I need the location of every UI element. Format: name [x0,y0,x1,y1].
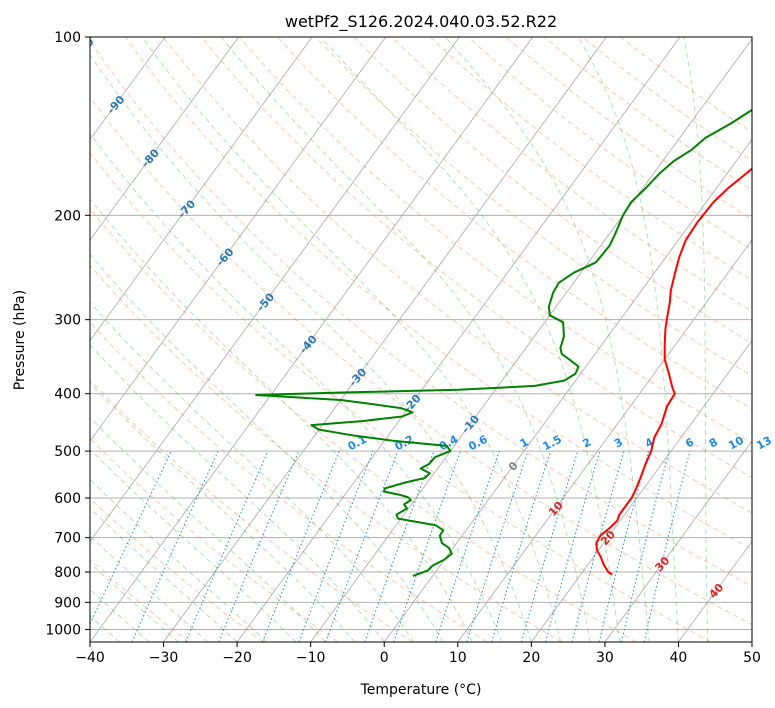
x-tick-label: −10 [296,650,326,666]
isotherm-line [90,37,387,442]
y-tick-label: 200 [54,208,81,224]
y-tick-label: 500 [54,444,81,460]
isotherm-line [236,37,681,642]
dry-adiabat-line [277,37,752,410]
mixing-ratio-line [435,450,500,642]
isotherm-line [310,38,752,642]
x-tick-label: −40 [75,650,105,666]
dry-adiabat-line [391,37,752,313]
dry-adiabat-line [90,321,488,642]
y-tick-label: 100 [54,30,81,46]
dry-adiabat-line [353,37,752,344]
mixing-ratio-line [521,450,579,642]
mixing-ratio-line [466,450,529,642]
mixing-ratio-line [545,450,601,642]
mixing-ratio-line [262,450,340,642]
moist-adiabat-line [90,478,267,642]
y-tick-label: 600 [54,491,81,507]
isotherm-line [90,37,239,241]
moist-adiabat-line [577,37,679,642]
mixing-ratio-line [393,450,461,642]
moist-adiabat-line [90,382,356,642]
moist-adiabat-line [90,53,532,642]
plot-frame [89,36,753,643]
x-tick-label: 50 [743,650,761,666]
x-tick-label: −20 [222,650,252,666]
isotherm-line [90,37,166,141]
mixing-ratio-line [491,450,551,642]
mixing-ratio-line [325,450,399,642]
mixing-ratio-line [185,450,269,642]
dry-adiabat-line [90,379,413,642]
moist-adiabat-line [320,37,621,642]
background-lines [90,37,752,642]
x-tick-label: 20 [522,650,540,666]
x-axis-label: Temperature (°C) [360,682,482,698]
dry-adiabat-line [239,37,752,444]
dry-adiabat-line [582,37,752,162]
isotherm-line [90,37,534,642]
y-tick-label: 700 [54,531,81,547]
mixing-ratio-line [643,450,691,642]
isotherm-line [383,138,752,642]
moist-adiabat-line [90,132,503,642]
x-tick-label: 40 [670,650,688,666]
mixing-ratio-line [598,450,650,642]
isotherm-line [90,37,313,342]
moist-adiabat-line [683,37,709,642]
x-tick-label: 30 [596,650,614,666]
moist-adiabat-line [90,301,415,642]
dry-adiabat-line [315,37,752,377]
chart-title: wetPf2_S126.2024.040.03.52.R22 [285,12,557,32]
moist-adiabat-line [90,344,385,642]
y-tick-label: 900 [54,595,81,611]
moist-adiabat-line [90,416,326,642]
y-tick-label: 300 [54,313,81,329]
dewpoint-profile-line [255,108,752,577]
moist-adiabat-line [90,253,444,642]
x-tick-label: 0 [380,650,389,666]
mixing-ratio-label: 10 [726,434,746,453]
mixing-ratio-label: 13 [754,434,774,453]
x-axis: −40 −30 −20 −10 0 10 20 30 40 50 [75,642,761,666]
dry-adiabat-line [124,37,752,550]
isotherm-line [531,339,752,642]
dry-adiabat-line [90,208,637,642]
dry-adiabat-line [90,264,562,642]
isotherm-line [604,440,752,642]
mixing-ratio-line [364,450,435,642]
mixing-ratio-line [621,450,670,642]
dry-adiabat-line [90,152,712,642]
y-axis-label: Pressure (hPa) [12,290,28,390]
moist-adiabat-line [90,588,150,642]
y-tick-label: 800 [54,565,81,581]
dry-adiabat-line [467,37,752,251]
isotherm-line [163,37,607,642]
y-tick-label: 400 [54,387,81,403]
moist-adiabat-line [90,535,209,642]
moist-adiabat-line [90,562,179,642]
y-tick-label: 1000 [45,622,81,638]
mixing-ratio-line [298,450,374,642]
profile-lines [255,108,752,577]
mixing-ratio-line [571,450,625,642]
dry-adiabat-line [90,96,752,626]
dry-adiabat-line [90,40,752,588]
x-tick-label: 10 [449,650,467,666]
y-axis: 100 200 300 400 500 600 700 800 900 1000 [45,30,90,638]
dry-adiabat-line [429,37,752,281]
moist-adiabat-line [141,37,562,642]
moist-adiabat-line [444,37,650,642]
mixing-ratio-line [218,450,300,642]
temperature-profile-line [595,167,752,576]
moist-adiabat-line [90,448,297,642]
x-tick-label: −30 [149,650,179,666]
isotherm-line [457,239,752,642]
moist-adiabat-line [90,198,473,642]
